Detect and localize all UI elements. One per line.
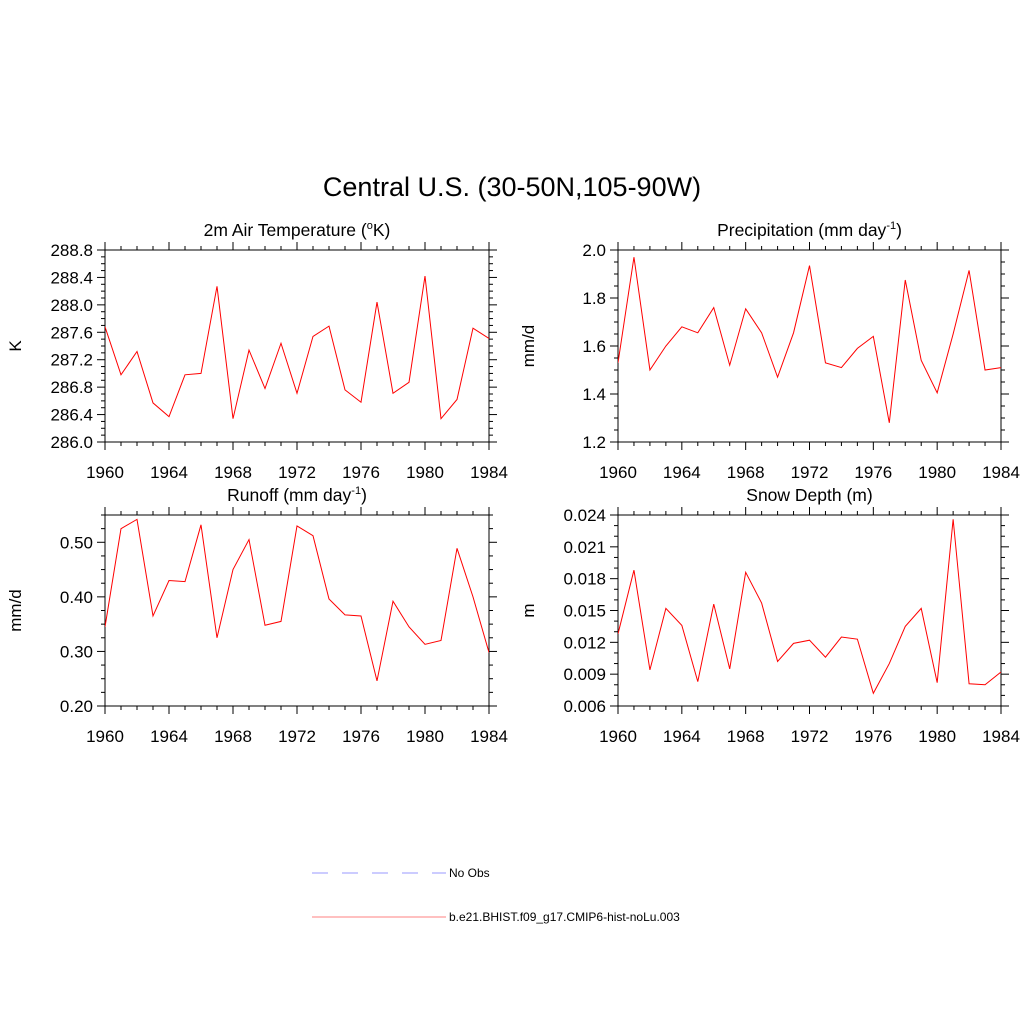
panels: 2m Air Temperature (oK)1960 1964 1968 1972 1… bbox=[6, 220, 1020, 746]
x-tick-label: 1960 bbox=[599, 727, 637, 746]
panel-title-superscript: -1 bbox=[351, 485, 361, 497]
panel-title-text: 2m Air Temperature ( bbox=[204, 220, 367, 240]
y-tick-label: 288.8 bbox=[50, 241, 93, 260]
y-axis-label: m bbox=[519, 603, 538, 617]
y-tick-label: 288.0 bbox=[50, 296, 93, 315]
y-tick-label: 286.0 bbox=[50, 433, 93, 452]
x-tick-label: 1984 bbox=[982, 463, 1020, 482]
y-tick-label: 0.30 bbox=[60, 642, 93, 661]
x-tick-label: 1968 bbox=[214, 463, 252, 482]
panel-1: 2m Air Temperature (oK) 1960 1964 1968 1972 1… bbox=[6, 220, 508, 482]
x-tick-label: 1984 bbox=[982, 727, 1020, 746]
panel-title-superscript: o bbox=[367, 220, 373, 232]
y-tick-label: 0.018 bbox=[563, 570, 606, 589]
y-tick-label: 0.024 bbox=[563, 506, 606, 525]
panel-4: Snow Depth (m) 1960 1964 1968 1972 1976 1980 19… bbox=[519, 485, 1020, 746]
legend-label: b.e21.BHIST.f09_g17.CMIP6-hist-noLu.003 bbox=[449, 910, 680, 924]
y-tick-label: 1.2 bbox=[582, 433, 606, 452]
x-tick-label: 1980 bbox=[918, 727, 956, 746]
y-tick-label: 286.4 bbox=[50, 406, 93, 425]
panel-title-superscript: -1 bbox=[886, 220, 896, 232]
figure-title: Central U.S. (30-50N,105-90W) bbox=[323, 172, 701, 202]
panel-title-text-end: ) bbox=[361, 485, 367, 505]
y-tick-label: 1.6 bbox=[582, 337, 606, 356]
y-tick-label: 0.009 bbox=[563, 665, 606, 684]
x-tick-label: 1976 bbox=[854, 727, 892, 746]
x-tick-label: 1984 bbox=[470, 463, 508, 482]
x-tick-label: 1980 bbox=[918, 463, 956, 482]
x-tick-label: 1972 bbox=[278, 727, 316, 746]
y-tick-label: 0.006 bbox=[563, 697, 606, 716]
y-tick-label: 0.015 bbox=[563, 602, 606, 621]
x-tick-label: 1968 bbox=[214, 727, 252, 746]
x-tick-label: 1960 bbox=[86, 463, 124, 482]
y-tick-label: 286.8 bbox=[50, 378, 93, 397]
y-tick-label: 0.012 bbox=[563, 633, 606, 652]
panel-title-text-end: K) bbox=[373, 220, 391, 240]
x-tick-label: 1960 bbox=[599, 463, 637, 482]
x-tick-label: 1968 bbox=[727, 463, 765, 482]
panel-2: Precipitation (mm day-1) 1960 1964 1968 1972… bbox=[519, 220, 1020, 482]
panel-3: Runoff (mm day-1) 1960 1964 1968 1972 1976 198… bbox=[6, 485, 508, 746]
x-tick-label: 1968 bbox=[727, 727, 765, 746]
y-tick-label: 287.6 bbox=[50, 323, 93, 342]
y-tick-label: 2.0 bbox=[582, 241, 606, 260]
x-tick-label: 1964 bbox=[663, 463, 701, 482]
plot-frame bbox=[617, 514, 1002, 707]
x-tick-label: 1976 bbox=[342, 727, 380, 746]
y-tick-label: 0.40 bbox=[60, 588, 93, 607]
series-line bbox=[105, 275, 489, 420]
x-tick-label: 1964 bbox=[150, 463, 188, 482]
legend: No Obs b.e21.BHIST.f09_g17.CMIP6-hist-noL… bbox=[312, 866, 680, 924]
panel-title: 2m Air Temperature (oK) bbox=[204, 220, 391, 240]
x-tick-label: 1980 bbox=[406, 727, 444, 746]
plot-frame bbox=[104, 249, 490, 443]
plot-frame bbox=[617, 249, 1002, 443]
x-tick-label: 1984 bbox=[470, 727, 508, 746]
x-tick-label: 1960 bbox=[86, 727, 124, 746]
x-tick-label: 1980 bbox=[406, 463, 444, 482]
x-tick-label: 1972 bbox=[278, 463, 316, 482]
panel-title-text: Precipitation (mm day bbox=[717, 220, 886, 240]
panel-title: Precipitation (mm day-1) bbox=[717, 220, 902, 240]
x-tick-label: 1964 bbox=[150, 727, 188, 746]
legend-label: No Obs bbox=[449, 866, 490, 880]
plot-frame bbox=[104, 514, 490, 707]
series-line bbox=[618, 257, 1001, 423]
series-line bbox=[618, 519, 1001, 695]
x-tick-label: 1976 bbox=[342, 463, 380, 482]
y-tick-label: 1.4 bbox=[582, 385, 606, 404]
x-tick-label: 1972 bbox=[791, 463, 829, 482]
panel-title-text: Snow Depth (m) bbox=[746, 485, 872, 505]
y-tick-label: 287.2 bbox=[50, 351, 93, 370]
x-tick-label: 1972 bbox=[791, 727, 829, 746]
y-tick-label: 1.8 bbox=[582, 289, 606, 308]
y-axis-label: K bbox=[6, 340, 25, 352]
y-axis-label: mm/d bbox=[6, 589, 25, 632]
x-tick-label: 1964 bbox=[663, 727, 701, 746]
y-tick-label: 0.20 bbox=[60, 697, 93, 716]
panel-title: Snow Depth (m) bbox=[746, 485, 872, 505]
panel-title-text: Runoff (mm day bbox=[227, 485, 351, 505]
series-line bbox=[105, 518, 489, 682]
y-tick-label: 0.021 bbox=[563, 538, 606, 557]
y-axis-label: mm/d bbox=[519, 325, 538, 368]
y-tick-label: 288.4 bbox=[50, 268, 93, 287]
x-tick-label: 1976 bbox=[854, 463, 892, 482]
y-tick-label: 0.50 bbox=[60, 533, 93, 552]
panel-title: Runoff (mm day-1) bbox=[227, 485, 367, 505]
panel-title-text-end: ) bbox=[896, 220, 902, 240]
